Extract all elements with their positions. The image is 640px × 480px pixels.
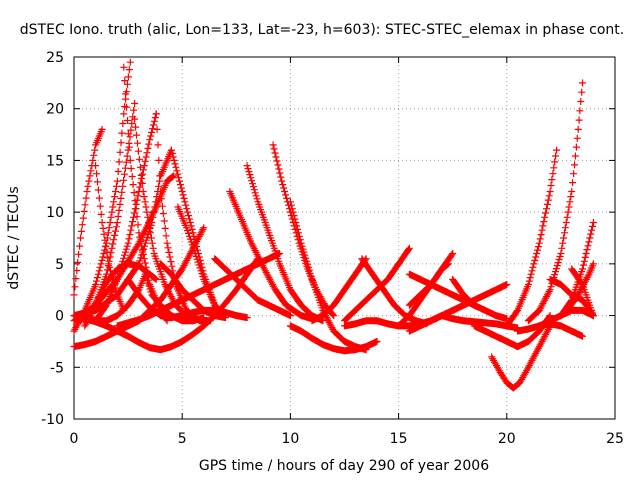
y-tick-label: -10 [41, 412, 64, 428]
series-arc-22 [124, 275, 251, 322]
series-arc-28 [286, 322, 381, 355]
series-markers [308, 255, 370, 325]
series-arc-31 [341, 244, 413, 325]
x-axis-label: GPS time / hours of day 290 of year 2006 [199, 458, 489, 474]
series-arc-48 [563, 260, 597, 314]
series-arc-17 [81, 270, 149, 325]
grid [74, 57, 615, 419]
y-tick-label: -5 [50, 360, 64, 376]
y-tick-label: 5 [55, 257, 64, 273]
series-markers [503, 146, 561, 330]
axis-ticks [73, 56, 616, 420]
series-arc-36 [405, 260, 452, 309]
series-markers [563, 260, 597, 314]
series-arc-41 [503, 146, 561, 330]
series-arc-19 [113, 296, 186, 330]
x-tick-label: 25 [606, 431, 624, 447]
series-markers [124, 275, 251, 322]
y-tick-labels: -10 -5 0 5 10 15 20 25 [41, 50, 64, 428]
y-tick-label: 10 [46, 205, 64, 221]
x-tick-label: 5 [178, 431, 187, 447]
series-arc-40 [488, 322, 554, 392]
series-markers [77, 260, 160, 325]
chart-title: dSTEC Iono. truth (alic, Lon=133, Lat=-2… [20, 22, 624, 38]
x-tick-label: 10 [281, 431, 299, 447]
series-markers [488, 322, 554, 392]
series-markers [81, 270, 149, 325]
series-arc-37 [449, 275, 511, 323]
series-markers [113, 296, 186, 330]
series-markers [286, 322, 381, 355]
series-arc-24 [226, 188, 316, 323]
series-markers [449, 275, 511, 323]
y-tick-label: 25 [46, 50, 64, 66]
x-tick-labels: 0 5 10 15 20 25 [70, 431, 624, 447]
y-tick-label: 20 [46, 102, 64, 118]
x-tick-label: 15 [390, 431, 408, 447]
series-markers [70, 125, 106, 299]
y-axis-label: dSTEC / TECUs [6, 186, 22, 289]
y-tick-label: 0 [55, 309, 64, 325]
x-tick-label: 0 [70, 431, 79, 447]
series-arc-29 [308, 255, 370, 325]
x-tick-label: 20 [498, 431, 516, 447]
series-markers [405, 260, 452, 309]
series-arc-01 [70, 125, 106, 299]
series-arc-15 [77, 260, 160, 325]
series-markers [226, 188, 316, 323]
series-markers [341, 244, 413, 325]
series-arc-23 [211, 255, 294, 320]
data-series [70, 58, 597, 392]
y-tick-label: 15 [46, 153, 64, 169]
plot-frame [73, 56, 616, 420]
series-markers [211, 255, 294, 320]
